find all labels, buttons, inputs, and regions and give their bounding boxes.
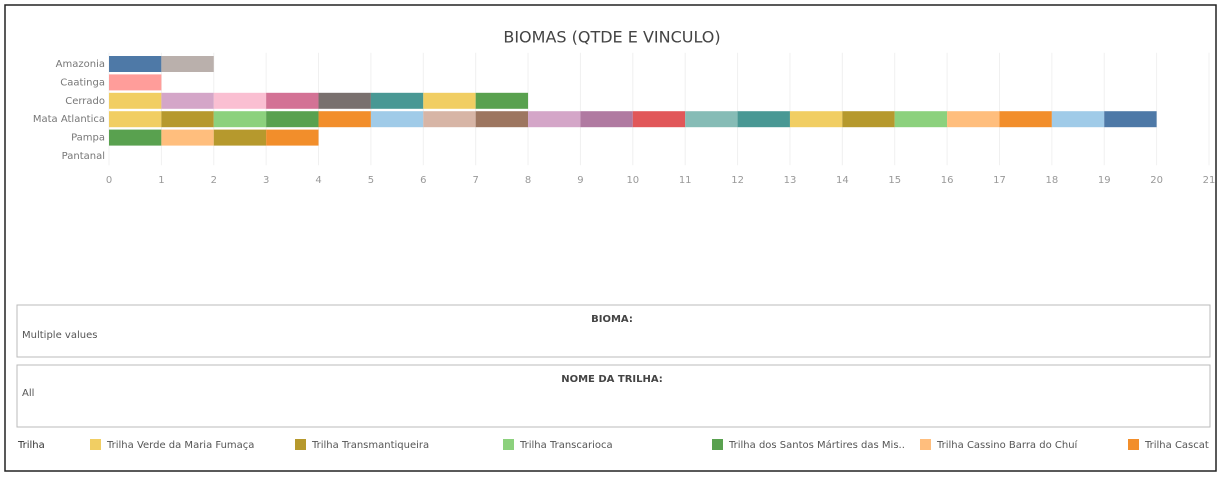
- bar-segment[interactable]: [528, 111, 581, 128]
- x-tick-label: 14: [836, 175, 849, 186]
- bar-segment[interactable]: [1104, 111, 1157, 128]
- legend-swatch[interactable]: [503, 439, 514, 450]
- x-tick-label: 5: [368, 175, 374, 186]
- y-tick-label: Pantanal: [62, 151, 105, 162]
- bar-segment[interactable]: [266, 129, 319, 146]
- bar-segment[interactable]: [842, 111, 895, 128]
- bar-segment[interactable]: [947, 111, 1000, 128]
- filter-box[interactable]: [16, 364, 1211, 428]
- y-tick-label: Cerrado: [65, 96, 105, 107]
- x-tick-label: 4: [315, 175, 321, 186]
- bar-segment[interactable]: [161, 56, 214, 72]
- bar-segment[interactable]: [213, 111, 267, 128]
- filter-title: BIOMA:: [591, 314, 633, 325]
- x-tick-label: 20: [1150, 175, 1163, 186]
- x-tick-label: 15: [888, 175, 901, 186]
- legend-swatch[interactable]: [295, 439, 306, 450]
- x-tick-label: 8: [525, 175, 531, 186]
- bar-segment[interactable]: [109, 74, 162, 91]
- bar-segment[interactable]: [370, 111, 424, 128]
- x-tick-label: 19: [1098, 175, 1111, 186]
- bar-segment[interactable]: [161, 111, 214, 128]
- bar-segment[interactable]: [109, 111, 162, 128]
- bar-segment[interactable]: [109, 129, 162, 146]
- legend-swatch[interactable]: [920, 439, 931, 450]
- legend-swatch[interactable]: [90, 439, 101, 450]
- bar-segment[interactable]: [266, 92, 319, 109]
- y-tick-label: Pampa: [71, 133, 105, 144]
- bar-segment[interactable]: [213, 92, 267, 109]
- legend-swatch[interactable]: [1128, 439, 1139, 450]
- bar-segment[interactable]: [370, 92, 424, 109]
- filter-title: NOME DA TRILHA:: [561, 374, 663, 385]
- legend-label[interactable]: Trilha Cascat: [1144, 440, 1209, 451]
- bar-segment[interactable]: [999, 111, 1052, 128]
- x-tick-label: 21: [1203, 175, 1216, 186]
- bar-segment[interactable]: [213, 129, 267, 146]
- bar-segment[interactable]: [789, 111, 843, 128]
- bar-segment[interactable]: [737, 111, 790, 128]
- x-tick-label: 11: [679, 175, 692, 186]
- y-tick-label: Caatinga: [60, 77, 105, 88]
- bar-segment[interactable]: [318, 111, 371, 128]
- bar-segment[interactable]: [423, 92, 476, 109]
- chart-title: BIOMAS (QTDE E VINCULO): [503, 28, 720, 47]
- legend-title: Trilha: [17, 440, 45, 451]
- bar-segment[interactable]: [161, 92, 214, 109]
- x-tick-label: 6: [420, 175, 426, 186]
- x-tick-label: 12: [731, 175, 744, 186]
- bar-segment[interactable]: [1051, 111, 1105, 128]
- bar-segment[interactable]: [475, 111, 529, 128]
- bar-segment[interactable]: [318, 92, 371, 109]
- legend-label[interactable]: Trilha Transcarioca: [519, 440, 613, 451]
- y-tick-label: Mata Atlantica: [33, 114, 105, 125]
- legend-label[interactable]: Trilha dos Santos Mártires das Mis..: [728, 439, 905, 451]
- bar-segment[interactable]: [109, 56, 162, 72]
- bar-segment[interactable]: [423, 111, 476, 128]
- x-tick-label: 16: [941, 175, 954, 186]
- x-tick-label: 0: [106, 175, 112, 186]
- legend-swatch[interactable]: [712, 439, 723, 450]
- bar-segment[interactable]: [685, 111, 738, 128]
- filter-value: Multiple values: [22, 330, 97, 341]
- bar-segment[interactable]: [475, 92, 529, 109]
- x-tick-label: 17: [993, 175, 1006, 186]
- bar-segment[interactable]: [266, 111, 319, 128]
- frame: [4, 4, 1217, 472]
- legend-label[interactable]: Trilha Cassino Barra do Chuí: [936, 439, 1079, 451]
- x-tick-label: 13: [784, 175, 797, 186]
- x-tick-label: 10: [626, 175, 639, 186]
- bar-segment[interactable]: [161, 129, 214, 146]
- y-tick-label: Amazonia: [56, 59, 105, 70]
- bar-segment[interactable]: [580, 111, 633, 128]
- legend-label[interactable]: Trilha Transmantiqueira: [311, 440, 429, 451]
- x-tick-label: 3: [263, 175, 269, 186]
- bar-segment[interactable]: [109, 92, 162, 109]
- filter-box[interactable]: [16, 304, 1211, 358]
- x-tick-label: 1: [158, 175, 164, 186]
- x-tick-label: 9: [577, 175, 583, 186]
- x-tick-label: 18: [1045, 175, 1058, 186]
- legend-label[interactable]: Trilha Verde da Maria Fumaça: [106, 440, 254, 451]
- filter-value: All: [22, 388, 34, 399]
- bar-segment[interactable]: [632, 111, 686, 128]
- bar-segment[interactable]: [894, 111, 948, 128]
- x-tick-label: 7: [472, 175, 478, 186]
- x-tick-label: 2: [211, 175, 217, 186]
